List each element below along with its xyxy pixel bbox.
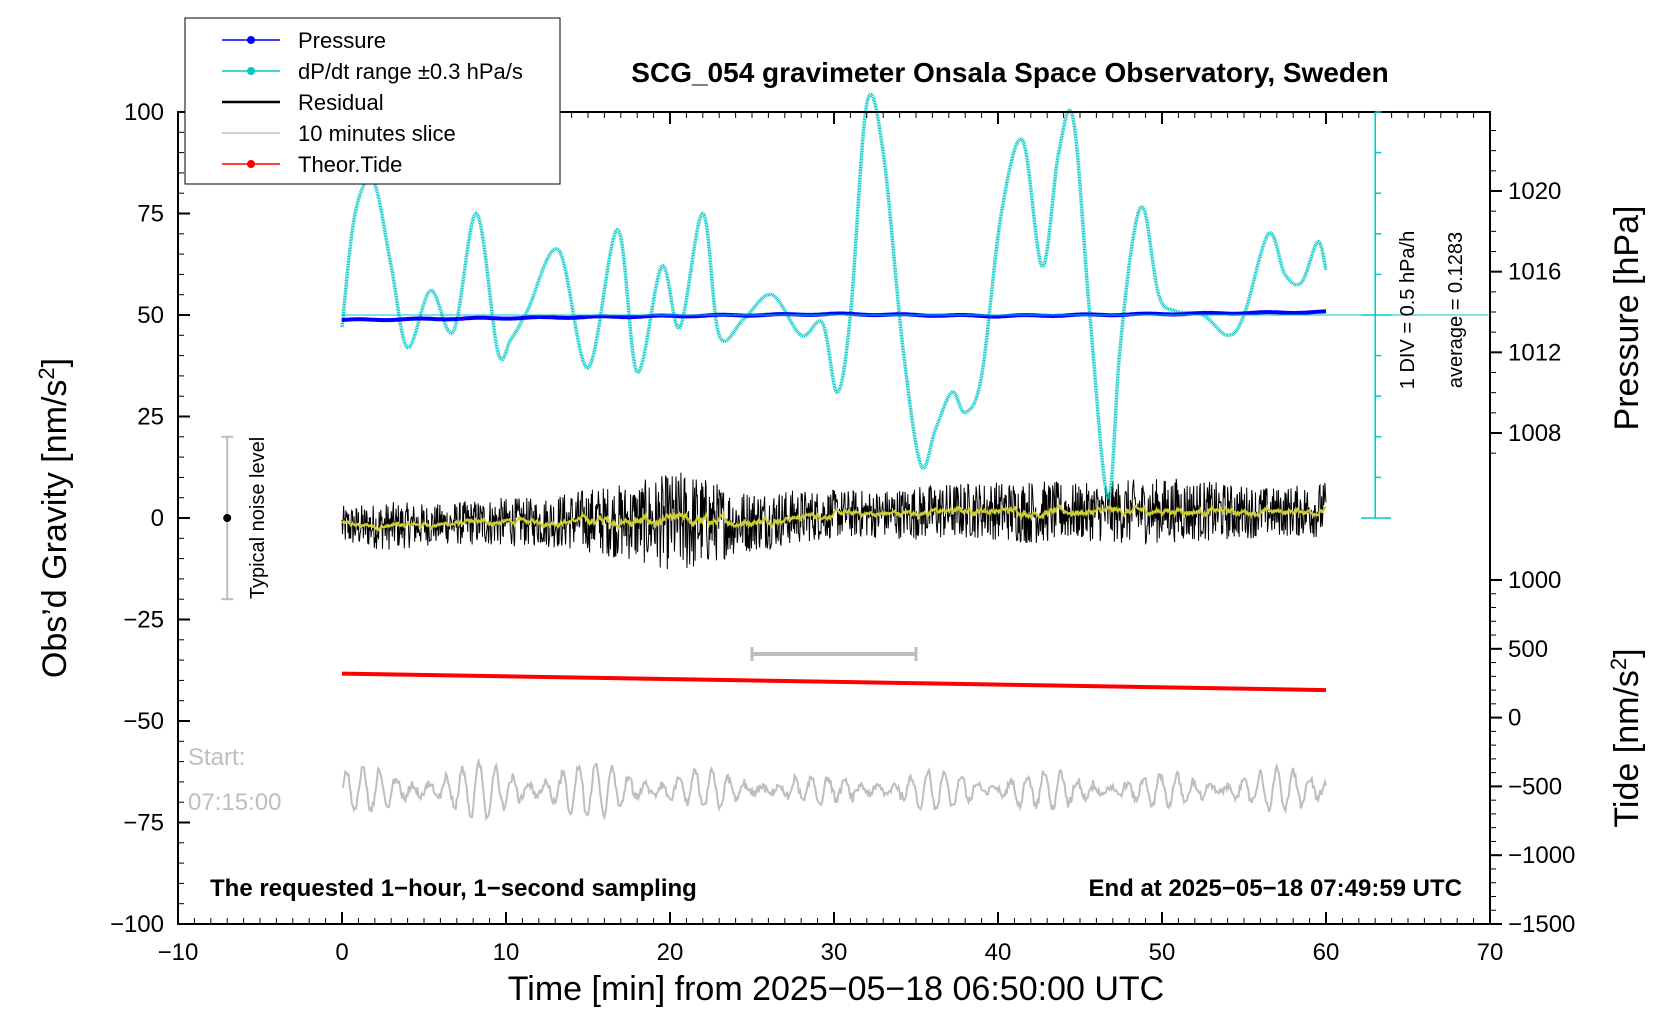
y-tick-label: 0	[151, 505, 164, 532]
tide-tick-label: −500	[1508, 773, 1562, 800]
legend-label: Theor.Tide	[298, 152, 402, 177]
y-tick-label: 25	[137, 404, 164, 431]
legend-label: 10 minutes slice	[298, 121, 456, 146]
y-tick-label: 100	[124, 99, 164, 126]
tide-line	[341, 671, 1327, 693]
dpdt-scale-average: average = 0.1283	[1445, 232, 1467, 388]
residual-line	[341, 472, 1327, 570]
tide-series	[341, 671, 1327, 693]
start-label: Start:	[188, 744, 245, 771]
sampling-note: The requested 1−hour, 1−second sampling	[210, 875, 697, 902]
x-tick-label: 10	[493, 939, 520, 966]
left-axis-title-sup: 2	[34, 367, 59, 379]
y-tick-label: 75	[137, 201, 164, 228]
pressure-tick-label: 1016	[1508, 259, 1561, 286]
pressure-tick-label: 1008	[1508, 420, 1561, 447]
x-tick-label: −10	[158, 939, 199, 966]
left-axis-title-end: ]	[36, 358, 74, 367]
slice-series	[341, 757, 1327, 822]
pressure-line	[341, 309, 1326, 323]
legend-marker	[247, 36, 255, 44]
residual-series	[341, 472, 1327, 570]
tide-axis-title-end: ]	[1608, 648, 1646, 657]
tide-tick-label: 500	[1508, 636, 1548, 663]
legend-label: Residual	[298, 90, 384, 115]
x-tick-label: 70	[1477, 939, 1504, 966]
x-tick-label: 30	[821, 939, 848, 966]
noise-center-dot	[223, 514, 232, 522]
x-axis-title: Time [min] from 2025−05−18 06:50:00 UTC	[508, 970, 1164, 1008]
dpdt-series	[340, 92, 1328, 500]
end-time-note: End at 2025−05−18 07:49:59 UTC	[1088, 875, 1462, 902]
x-axis-ticks: −10 0 10 20 30 40 50 60 70	[158, 112, 1504, 966]
x-tick-label: 20	[657, 939, 684, 966]
noise-level-marker	[221, 435, 234, 601]
left-axis-title: Obs’d Gravity [nm/s2]	[34, 358, 74, 678]
x-tick-label: 50	[1149, 939, 1176, 966]
dpdt-line	[340, 92, 1328, 500]
legend-marker	[247, 67, 255, 75]
tide-tick-label: −1000	[1508, 842, 1575, 869]
tide-axis-ticks: 1000 500 0 −500 −1000 −1500	[1490, 567, 1575, 938]
x-tick-label: 0	[335, 939, 348, 966]
pressure-axis-title: Pressure [hPa]	[1608, 206, 1646, 431]
y-tick-label: −100	[110, 911, 164, 938]
slice-range-bar	[750, 647, 918, 662]
slice-line	[341, 757, 1327, 822]
legend-marker	[247, 160, 255, 168]
tide-tick-label: −1500	[1508, 911, 1575, 938]
pressure-axis-ticks: 1020 1016 1012 1008	[1490, 130, 1561, 454]
legend-label: dP/dt range ±0.3 hPa/s	[298, 59, 523, 84]
tide-axis-title-sup: 2	[1606, 658, 1631, 670]
y-tick-label: −25	[123, 607, 164, 634]
x-tick-label: 40	[985, 939, 1012, 966]
legend-label: Pressure	[298, 28, 386, 53]
residual-mean-line	[341, 504, 1327, 532]
legend: Pressure dP/dt range ±0.3 hPa/s Residual 10…	[184, 17, 561, 185]
dpdt-scale-axis	[342, 111, 1490, 519]
tide-tick-label: 1000	[1508, 567, 1561, 594]
y-axis-ticks: 100 75 50 25 0 −25 −50 −75 −100	[110, 99, 190, 938]
chart-title: SCG_054 gravimeter Onsala Space Observat…	[631, 57, 1388, 88]
dpdt-scale-division: 1 DIV = 0.5 hPa/h	[1397, 231, 1419, 389]
pressure-series	[341, 309, 1326, 323]
pressure-tick-label: 1012	[1508, 339, 1561, 366]
tide-tick-label: 0	[1508, 705, 1521, 732]
noise-level-label: Typical noise level	[247, 437, 269, 599]
start-time: 07:15:00	[188, 789, 281, 816]
pressure-tick-label: 1020	[1508, 178, 1561, 205]
y-tick-label: −75	[123, 810, 164, 837]
y-tick-label: 50	[137, 302, 164, 329]
tide-axis-title-main: Tide [nm/s	[1608, 670, 1646, 827]
left-axis-title-main: Obs’d Gravity [nm/s	[36, 380, 74, 679]
y-tick-label: −50	[123, 708, 164, 735]
tide-axis-title: Tide [nm/s2]	[1606, 648, 1646, 827]
x-tick-label: 60	[1313, 939, 1340, 966]
